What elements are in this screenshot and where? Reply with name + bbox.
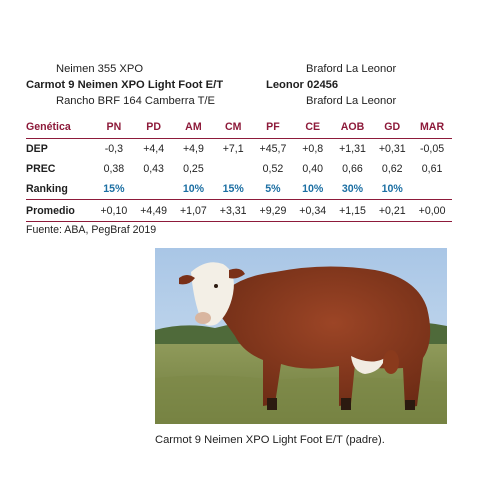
- table-cell: [213, 159, 253, 179]
- table-cell: 0,52: [262, 163, 284, 175]
- table-cell: +0,31: [378, 143, 406, 155]
- genetics-table: Genética PN PD AM CM PF CE AOB GD MAR DE…: [26, 116, 452, 222]
- pedigree-block: Neimen 355 XPO Carmot 9 Neimen XPO Light…: [0, 0, 481, 120]
- table-cell: +7,1: [222, 143, 244, 155]
- table-cell: +1,31: [339, 143, 366, 155]
- header-cell: Genética: [26, 116, 94, 139]
- table-cell: [412, 179, 452, 200]
- table-cell: +0,10: [94, 199, 134, 222]
- table-row-prec: PREC 0,38 0,43 0,25 0,52 0,40 0,66 0,62 …: [26, 159, 452, 179]
- table-cell: +0,21: [372, 199, 413, 222]
- table-cell: +1,07: [173, 199, 214, 222]
- source-note: Fuente: ABA, PegBraf 2019: [26, 224, 157, 236]
- header-cell: PF: [253, 116, 293, 139]
- table-cell: 10%: [182, 183, 205, 195]
- table-cell: +9,29: [253, 199, 293, 222]
- row-label: Ranking: [26, 183, 68, 195]
- table-cell: 0,43: [143, 163, 164, 175]
- header-cell: GD: [372, 116, 413, 139]
- table-cell: 15%: [103, 183, 125, 195]
- table-cell: +45,7: [259, 143, 287, 155]
- table-row-ranking: Ranking 15% 10% 15% 5% 10% 30% 10%: [26, 179, 452, 200]
- header-cell: CM: [213, 116, 254, 139]
- table-row-dep: DEP -0,3 +4,4 +4,9 +7,1 +45,7 +0,8 +1,31…: [26, 139, 452, 160]
- table-cell: 30%: [341, 183, 364, 195]
- header-cell: PN: [94, 116, 134, 139]
- table-cell: 0,40: [302, 163, 324, 175]
- table-cell: 10%: [302, 183, 324, 195]
- table-cell: +1,15: [332, 199, 373, 222]
- table-cell: +3,31: [213, 199, 254, 222]
- table-cell: -0,3: [104, 143, 124, 155]
- table-cell: +4,49: [133, 199, 174, 222]
- table-cell: 0,62: [381, 163, 403, 175]
- photo-caption: Carmot 9 Neimen XPO Light Foot E/T (padr…: [155, 434, 385, 446]
- row-label: PREC: [26, 163, 56, 175]
- table-cell: 5%: [265, 183, 281, 195]
- table-cell: +0,34: [292, 199, 333, 222]
- table-cell: 0,25: [183, 163, 204, 175]
- header-cell: PD: [133, 116, 174, 139]
- dam-name: Leonor 02456: [266, 79, 339, 91]
- table-cell: 0,66: [342, 163, 363, 175]
- row-label: DEP: [26, 143, 48, 155]
- header-cell: AOB: [332, 116, 373, 139]
- row-label: Promedio: [26, 199, 94, 222]
- table-header-row: Genética PN PD AM CM PF CE AOB GD MAR: [26, 116, 452, 139]
- table-cell: 10%: [381, 183, 403, 195]
- table-row-average: Promedio +0,10 +4,49 +1,07 +3,31 +9,29 +…: [26, 199, 452, 222]
- header-cell: AM: [173, 116, 214, 139]
- table-cell: -0,05: [419, 143, 445, 155]
- bull-photo: [155, 248, 447, 424]
- table-cell: +4,9: [182, 143, 204, 155]
- sire-name: Carmot 9 Neimen XPO Light Foot E/T: [26, 79, 224, 91]
- sire-of-dam: Braford La Leonor: [306, 63, 397, 75]
- table-cell: 15%: [222, 183, 244, 195]
- table-cell: +0,8: [302, 143, 324, 155]
- table-cell: [134, 179, 174, 200]
- table-cell: +0,00: [412, 199, 452, 222]
- table-cell: +4,4: [143, 143, 165, 155]
- dam-of-sire: Rancho BRF 164 Camberra T/E: [56, 95, 215, 107]
- header-cell: CE: [292, 116, 333, 139]
- header-cell: MAR: [412, 116, 452, 139]
- sire-of-sire: Neimen 355 XPO: [56, 63, 144, 75]
- table-cell: 0,38: [103, 163, 125, 175]
- dam-of-dam: Braford La Leonor: [306, 95, 397, 107]
- table-cell: 0,61: [421, 163, 443, 175]
